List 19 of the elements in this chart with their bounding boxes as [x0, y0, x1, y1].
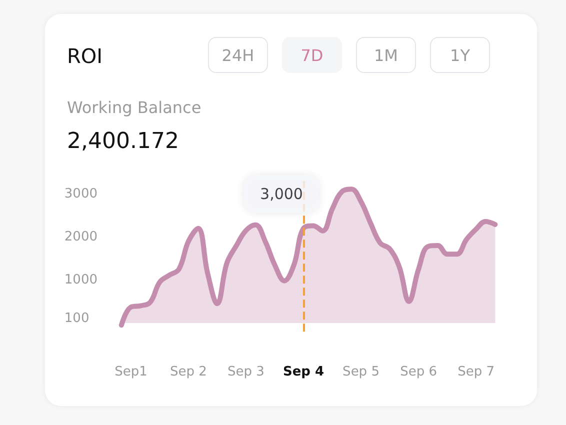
chart-subtitle: Working Balance: [67, 98, 202, 117]
x-tick-label: Sep 3: [228, 364, 264, 380]
chart-title: ROI: [67, 44, 103, 68]
x-tick-label: Sep 4: [282, 364, 324, 380]
text: 24H: [208, 37, 268, 73]
text: 1M: [356, 37, 416, 73]
text: 2,400.172: [67, 129, 179, 154]
x-tick-label: Sep1: [114, 364, 148, 380]
x-tick-label: Sep 7: [458, 364, 494, 380]
y-tick-label: 100: [64, 311, 90, 326]
text: 1Y: [430, 37, 490, 73]
x-tick-label: Sep 5: [342, 364, 380, 380]
text: 7D: [282, 37, 342, 73]
y-tick-label: 2000: [64, 229, 98, 244]
y-tick-label: 3000: [64, 186, 98, 202]
y-tick-label: 1000: [64, 272, 98, 288]
annotation: 3,000: [260, 184, 303, 203]
x-tick-label: Sep 6: [400, 364, 437, 380]
x-tick-label: Sep 2: [170, 364, 207, 380]
